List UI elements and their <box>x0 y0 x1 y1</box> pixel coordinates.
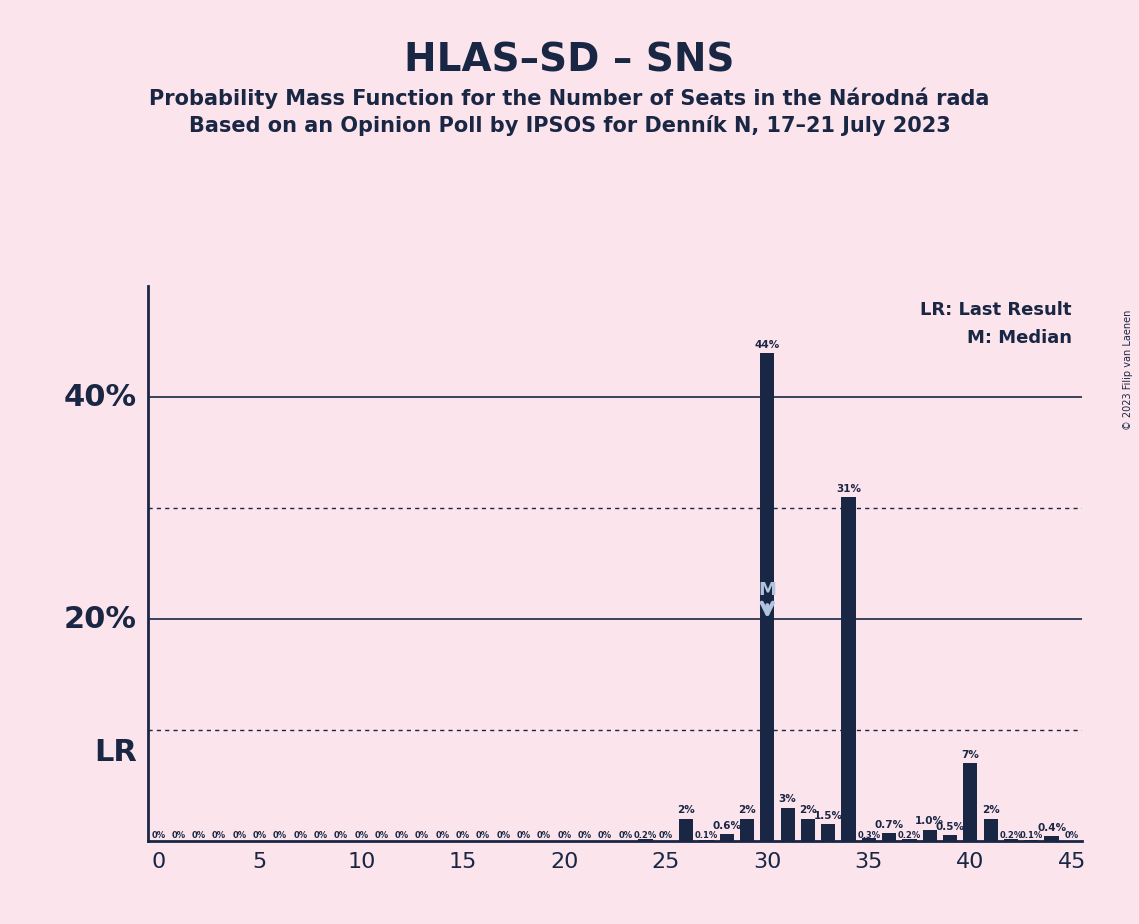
Bar <box>1024 840 1039 841</box>
Text: 1.5%: 1.5% <box>813 811 843 821</box>
Bar <box>923 830 937 841</box>
Bar <box>760 353 775 841</box>
Bar <box>780 808 795 841</box>
Text: 0.2%: 0.2% <box>634 831 657 840</box>
Text: 0.4%: 0.4% <box>1036 823 1066 833</box>
Text: 2%: 2% <box>800 806 817 815</box>
Bar <box>862 837 876 841</box>
Text: 0.3%: 0.3% <box>858 831 880 840</box>
Text: 0%: 0% <box>191 831 206 840</box>
Bar <box>943 835 957 841</box>
Text: 40%: 40% <box>64 383 137 412</box>
Bar <box>821 824 835 841</box>
Text: 0%: 0% <box>395 831 409 840</box>
Bar <box>984 819 998 841</box>
Bar <box>1044 836 1058 841</box>
Text: 0%: 0% <box>232 831 246 840</box>
Bar <box>699 840 713 841</box>
Text: 0%: 0% <box>212 831 227 840</box>
Text: © 2023 Filip van Laenen: © 2023 Filip van Laenen <box>1123 310 1133 430</box>
Text: 44%: 44% <box>755 340 780 349</box>
Text: Probability Mass Function for the Number of Seats in the Národná rada: Probability Mass Function for the Number… <box>149 88 990 109</box>
Text: M: Median: M: Median <box>967 329 1072 346</box>
Text: 0.6%: 0.6% <box>712 821 741 831</box>
Text: 7%: 7% <box>961 750 980 760</box>
Text: 0%: 0% <box>375 831 388 840</box>
Text: LR: LR <box>93 737 137 767</box>
Bar <box>902 839 917 841</box>
Bar <box>679 819 694 841</box>
Bar <box>842 497 855 841</box>
Bar <box>638 839 653 841</box>
Text: 0%: 0% <box>435 831 450 840</box>
Text: 31%: 31% <box>836 484 861 493</box>
Text: 0%: 0% <box>253 831 267 840</box>
Text: HLAS–SD – SNS: HLAS–SD – SNS <box>404 42 735 79</box>
Text: 0%: 0% <box>497 831 510 840</box>
Text: 0%: 0% <box>598 831 612 840</box>
Text: 1.0%: 1.0% <box>916 817 944 826</box>
Text: 0%: 0% <box>517 831 531 840</box>
Text: 0.2%: 0.2% <box>999 831 1023 840</box>
Text: 0%: 0% <box>658 831 673 840</box>
Text: Based on an Opinion Poll by IPSOS for Denník N, 17–21 July 2023: Based on an Opinion Poll by IPSOS for De… <box>189 116 950 137</box>
Text: 0.1%: 0.1% <box>695 831 718 840</box>
Text: 0%: 0% <box>313 831 328 840</box>
Text: 0.2%: 0.2% <box>898 831 921 840</box>
Text: M: M <box>759 581 777 599</box>
Text: 0%: 0% <box>536 831 551 840</box>
Text: 0%: 0% <box>618 831 632 840</box>
Text: 0%: 0% <box>293 831 308 840</box>
Bar <box>882 833 896 841</box>
Text: 2%: 2% <box>678 806 695 815</box>
Bar <box>740 819 754 841</box>
Text: 0.1%: 0.1% <box>1019 831 1043 840</box>
Bar <box>801 819 816 841</box>
Text: 0%: 0% <box>476 831 490 840</box>
Text: 0%: 0% <box>172 831 186 840</box>
Text: 3%: 3% <box>779 795 796 804</box>
Text: LR: Last Result: LR: Last Result <box>920 301 1072 319</box>
Text: 0%: 0% <box>1065 831 1079 840</box>
Text: 0%: 0% <box>415 831 429 840</box>
Bar <box>1003 839 1018 841</box>
Bar <box>964 763 977 841</box>
Bar <box>720 834 734 841</box>
Text: 0.7%: 0.7% <box>875 820 903 830</box>
Text: 0.5%: 0.5% <box>935 822 965 832</box>
Text: 0%: 0% <box>456 831 470 840</box>
Text: 0%: 0% <box>334 831 349 840</box>
Text: 0%: 0% <box>557 831 572 840</box>
Text: 0%: 0% <box>151 831 165 840</box>
Text: 0%: 0% <box>354 831 368 840</box>
Text: 2%: 2% <box>738 806 756 815</box>
Text: 20%: 20% <box>64 604 137 634</box>
Text: 0%: 0% <box>577 831 591 840</box>
Text: 2%: 2% <box>982 806 1000 815</box>
Text: 0%: 0% <box>273 831 287 840</box>
